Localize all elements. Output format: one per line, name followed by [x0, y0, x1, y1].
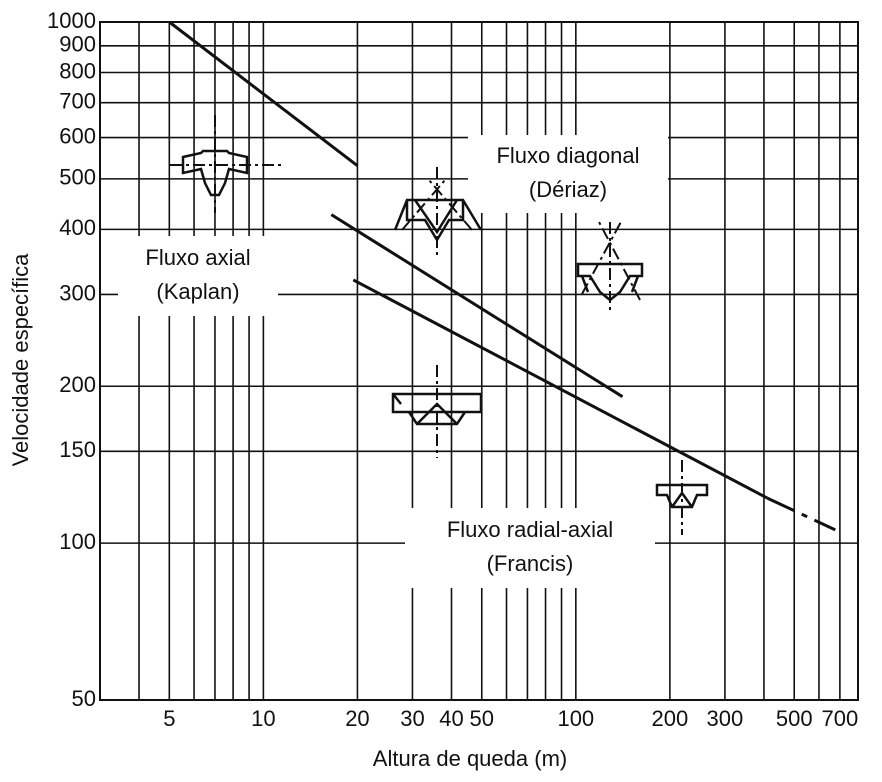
y-tick-label: 800	[59, 58, 96, 83]
curves	[168, 20, 836, 532]
annotation: (Francis)	[487, 551, 574, 576]
x-tick-label: 200	[652, 706, 689, 731]
y-tick-label: 400	[59, 215, 96, 240]
x-tick-label: 50	[470, 706, 494, 731]
y-tick-label: 50	[72, 686, 96, 711]
boundary-line	[168, 20, 359, 167]
annotation-bg	[468, 135, 668, 213]
y-tick-label: 600	[59, 123, 96, 148]
x-tick-label: 20	[345, 706, 369, 731]
x-tick-label: 10	[251, 706, 275, 731]
annotation: (Dériaz)	[529, 177, 607, 202]
x-tick-label: 40	[439, 706, 463, 731]
annotation-bg	[405, 508, 655, 588]
boundary-line	[352, 278, 768, 500]
boundary-line	[330, 213, 624, 398]
y-tick-label: 100	[59, 529, 96, 554]
y-tick-label: 900	[59, 32, 96, 57]
x-axis-label: Altura de queda (m)	[373, 746, 567, 771]
y-tick-label: 1000	[47, 8, 96, 33]
annotation: Fluxo axial	[145, 245, 250, 270]
y-tick-label: 700	[59, 89, 96, 114]
x-tick-label: 300	[707, 706, 744, 731]
annotation: (Kaplan)	[156, 279, 239, 304]
y-tick-label: 200	[59, 372, 96, 397]
y-tick-label: 500	[59, 165, 96, 190]
turbine-icons	[170, 115, 709, 535]
annotation: Fluxo radial-axial	[447, 517, 613, 542]
y-tick-label: 150	[59, 437, 96, 462]
boundary-line	[766, 496, 836, 532]
annotation: Fluxo diagonal	[496, 143, 639, 168]
plot-frame	[99, 21, 859, 701]
x-tick-label: 700	[822, 706, 859, 731]
x-tick-label: 100	[557, 706, 594, 731]
annotation-bg	[118, 236, 278, 316]
grid	[100, 21, 859, 701]
y-axis-label: Velocidade específica	[8, 253, 33, 467]
x-tick-label: 30	[400, 706, 424, 731]
x-tick-label: 5	[163, 706, 175, 731]
y-tick-label: 300	[59, 280, 96, 305]
x-tick-label: 500	[776, 706, 813, 731]
annotations: Fluxo axial (Kaplan) Fluxo diagonal (Dériaz…	[118, 135, 668, 588]
